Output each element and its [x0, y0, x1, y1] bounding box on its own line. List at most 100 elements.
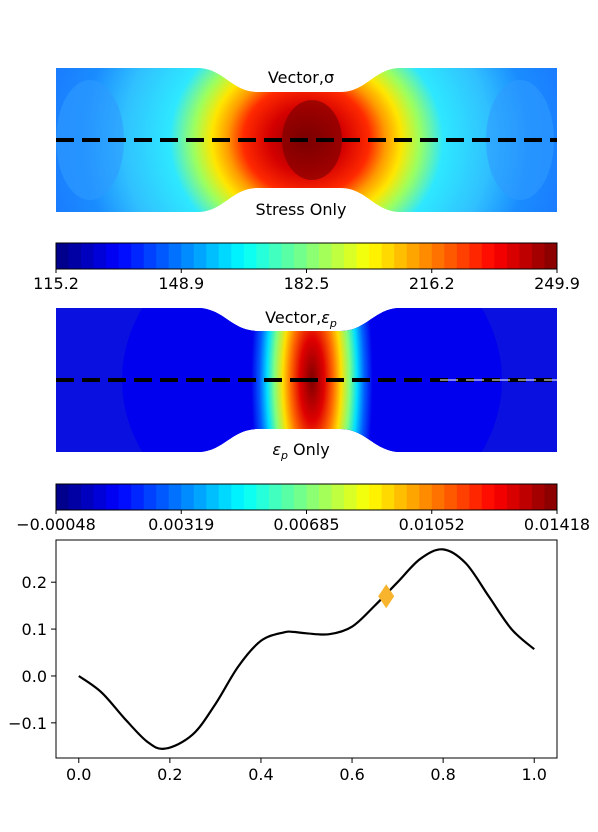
strain-colorbar-cell	[431, 484, 445, 510]
x-tick-label: 0.8	[430, 765, 455, 784]
x-tick-label: 1.0	[522, 765, 547, 784]
strain-colorbar-cell	[256, 484, 270, 510]
strain-colorbar-cell	[419, 484, 433, 510]
strain-colorbar-cell	[531, 484, 545, 510]
line-chart: 0.0 0.2 0.4 0.6 0.8 1.0 −0.1 0.0 0.1 0.2	[8, 539, 558, 784]
strain-colorbar-cell	[68, 484, 82, 510]
stress-colorbar: 115.2 148.9 182.5 216.2 249.9	[33, 242, 580, 293]
strain-colorbar-cell	[494, 484, 508, 510]
stress-colorbar-cell	[281, 243, 295, 269]
stress-colorbar-cell	[444, 243, 458, 269]
strain-colorbar-cell	[281, 484, 295, 510]
strain-colorbar-cell	[156, 484, 170, 510]
stress-colorbar-cell	[469, 243, 483, 269]
stress-colorbar-cell	[544, 243, 558, 269]
strain-colorbar-cell	[381, 484, 395, 510]
strain-colorbar-tick-label: 0.01418	[524, 515, 590, 534]
stress-colorbar-cell	[231, 243, 245, 269]
strain-colorbar-cell	[331, 484, 345, 510]
stress-colorbar-tick-label: 115.2	[33, 274, 79, 293]
chart-frame	[55, 539, 558, 759]
stress-colorbar-cell	[118, 243, 132, 269]
strain-colorbar-cell	[231, 484, 245, 510]
stress-colorbar-cell	[181, 243, 195, 269]
stress-colorbar-cell	[193, 243, 207, 269]
y-tick-label: 0.1	[22, 620, 47, 639]
stress-colorbar-tick-label: 249.9	[534, 274, 580, 293]
strain-colorbar-cell	[218, 484, 232, 510]
strain-colorbar-cell	[168, 484, 182, 510]
stress-colorbar-cell	[143, 243, 157, 269]
strain-colorbar-tick-label: 0.00685	[273, 515, 339, 534]
stress-label-bottom: Stress Only	[256, 200, 347, 219]
x-tick-label: 0.2	[157, 765, 182, 784]
y-tick-label: 0.2	[22, 573, 47, 592]
strain-contour-panel: Vector,εp εp Only	[56, 308, 557, 462]
series-line	[78, 548, 535, 750]
stress-colorbar-tick-label: 182.5	[284, 274, 330, 293]
stress-colorbar-cell	[206, 243, 220, 269]
strain-colorbar-cell	[268, 484, 282, 510]
strain-colorbar-cell	[293, 484, 307, 510]
x-tick-label: 0.6	[339, 765, 364, 784]
stress-colorbar-cell	[268, 243, 282, 269]
strain-colorbar-cell	[406, 484, 420, 510]
strain-colorbar-cell	[206, 484, 220, 510]
strain-colorbar-cell	[456, 484, 470, 510]
stress-colorbar-cell	[456, 243, 470, 269]
stress-colorbar-cell	[331, 243, 345, 269]
strain-colorbar-cell	[469, 484, 483, 510]
stress-colorbar-cell	[106, 243, 120, 269]
stress-colorbar-cell	[93, 243, 107, 269]
strain-colorbar-cell	[106, 484, 120, 510]
stress-colorbar-cell	[131, 243, 145, 269]
strain-label-bottom: εp Only	[272, 440, 329, 462]
stress-colorbar-cell	[344, 243, 358, 269]
strain-colorbar-tick-label: −0.00048	[16, 515, 96, 534]
strain-colorbar-tick-label: 0.00319	[148, 515, 214, 534]
strain-colorbar-cell	[444, 484, 458, 510]
stress-colorbar-cell	[156, 243, 170, 269]
stress-colorbar-tick-label: 216.2	[409, 274, 455, 293]
stress-colorbar-cell	[369, 243, 383, 269]
strain-colorbar-cell	[306, 484, 320, 510]
strain-colorbar-cell	[143, 484, 157, 510]
stress-colorbar-cell	[356, 243, 370, 269]
strain-colorbar-cell	[344, 484, 358, 510]
strain-colorbar-cell	[81, 484, 95, 510]
strain-label-top: Vector,εp	[265, 308, 337, 330]
stress-colorbar-cell	[531, 243, 545, 269]
strain-colorbar-cell	[131, 484, 145, 510]
stress-colorbar-cell	[256, 243, 270, 269]
strain-colorbar-cell	[394, 484, 408, 510]
stress-colorbar-cell	[431, 243, 445, 269]
strain-colorbar-cell	[356, 484, 370, 510]
stress-colorbar-tick-label: 148.9	[158, 274, 204, 293]
strain-colorbar-cell	[118, 484, 132, 510]
stress-colorbar-cell	[68, 243, 82, 269]
strain-colorbar-cell	[243, 484, 257, 510]
stress-colorbar-cell	[319, 243, 333, 269]
strain-colorbar: −0.00048 0.00319 0.00685 0.01052 0.01418	[16, 483, 590, 534]
strain-colorbar-cell	[544, 484, 558, 510]
strain-colorbar-cell	[93, 484, 107, 510]
stress-label-top: Vector,σ	[268, 68, 334, 87]
y-tick-label: 0.0	[22, 667, 47, 686]
stress-colorbar-cell	[306, 243, 320, 269]
stress-colorbar-cell	[293, 243, 307, 269]
x-tick-label: 0.0	[66, 765, 91, 784]
strain-colorbar-cell	[519, 484, 533, 510]
stress-colorbar-cell	[381, 243, 395, 269]
stress-colorbar-cell	[506, 243, 520, 269]
stress-contour-panel: Vector,σ Stress Only	[56, 68, 557, 219]
stress-colorbar-cell	[168, 243, 182, 269]
stress-colorbar-cell	[519, 243, 533, 269]
marker-point	[378, 584, 395, 609]
stress-colorbar-cell	[481, 243, 495, 269]
stress-colorbar-cell	[243, 243, 257, 269]
strain-colorbar-tick-label: 0.01052	[399, 515, 465, 534]
stress-colorbar-cell	[81, 243, 95, 269]
stress-colorbar-cell	[394, 243, 408, 269]
x-tick-label: 0.4	[248, 765, 273, 784]
